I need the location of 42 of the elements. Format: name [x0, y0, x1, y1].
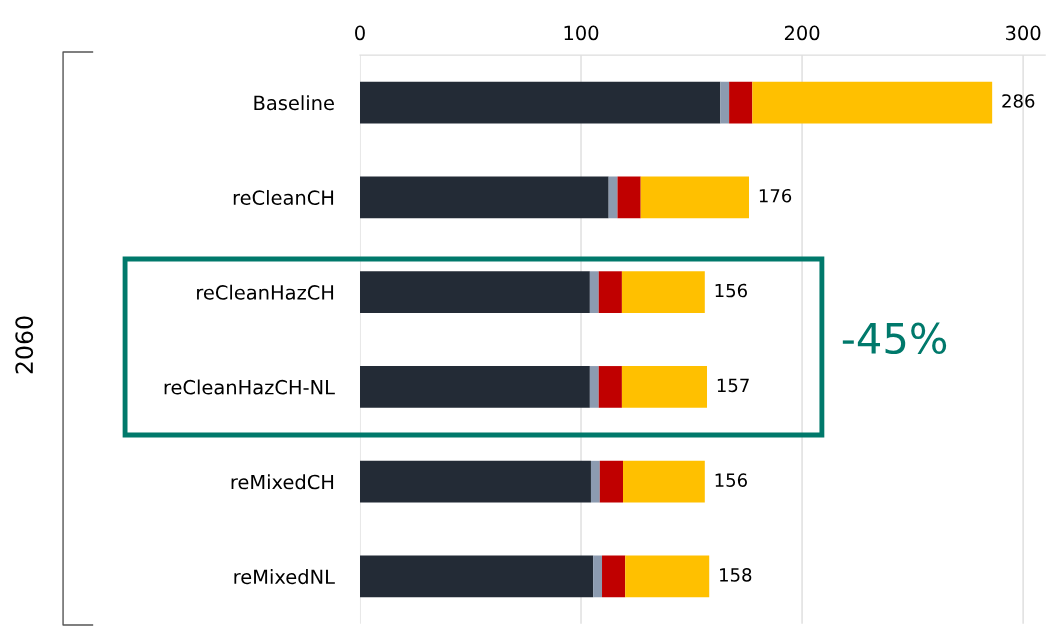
total-label: 156	[715, 283, 747, 298]
bar	[729, 81, 753, 124]
bar	[602, 555, 626, 598]
bar	[359, 271, 590, 313]
bar	[617, 176, 641, 219]
bar	[590, 460, 600, 503]
bar	[599, 460, 624, 503]
y-tick-label: reCleanCH	[233, 189, 334, 206]
bar	[621, 271, 705, 313]
bar	[589, 271, 599, 313]
x-tick-label: 100	[564, 25, 599, 41]
x-tick-label: 300	[1006, 25, 1041, 41]
total-label: 158	[720, 568, 752, 582]
bar	[359, 460, 591, 503]
bar	[623, 460, 705, 503]
y-tick-label: reCleanHazCH	[197, 284, 334, 300]
total-label: 156	[715, 473, 747, 487]
bar	[640, 176, 750, 219]
y-tick-label: reCleanHazCH-NL	[164, 379, 335, 395]
x-tick-label: 200	[784, 25, 820, 41]
bar	[720, 81, 730, 124]
x-tick-label: 0	[355, 25, 365, 41]
bar	[359, 176, 609, 219]
bar	[608, 176, 618, 219]
total-label: 157	[717, 378, 749, 393]
bar	[593, 555, 603, 598]
y-tick-label: Baseline	[254, 95, 334, 111]
bar	[625, 555, 710, 598]
bar	[752, 81, 993, 124]
bar	[589, 366, 599, 408]
total-label: 286	[1002, 94, 1035, 108]
bar	[359, 81, 721, 124]
bar	[598, 271, 622, 313]
bar	[621, 366, 708, 408]
bar	[359, 366, 590, 408]
bar	[359, 555, 594, 598]
text: 2060	[15, 316, 34, 374]
total-label: 176	[759, 188, 792, 203]
y-tick-label: reMixedCH	[231, 474, 334, 490]
annotation: -45%	[842, 322, 947, 355]
bar	[598, 366, 622, 408]
y-tick-label: reMixedNL	[234, 569, 335, 585]
